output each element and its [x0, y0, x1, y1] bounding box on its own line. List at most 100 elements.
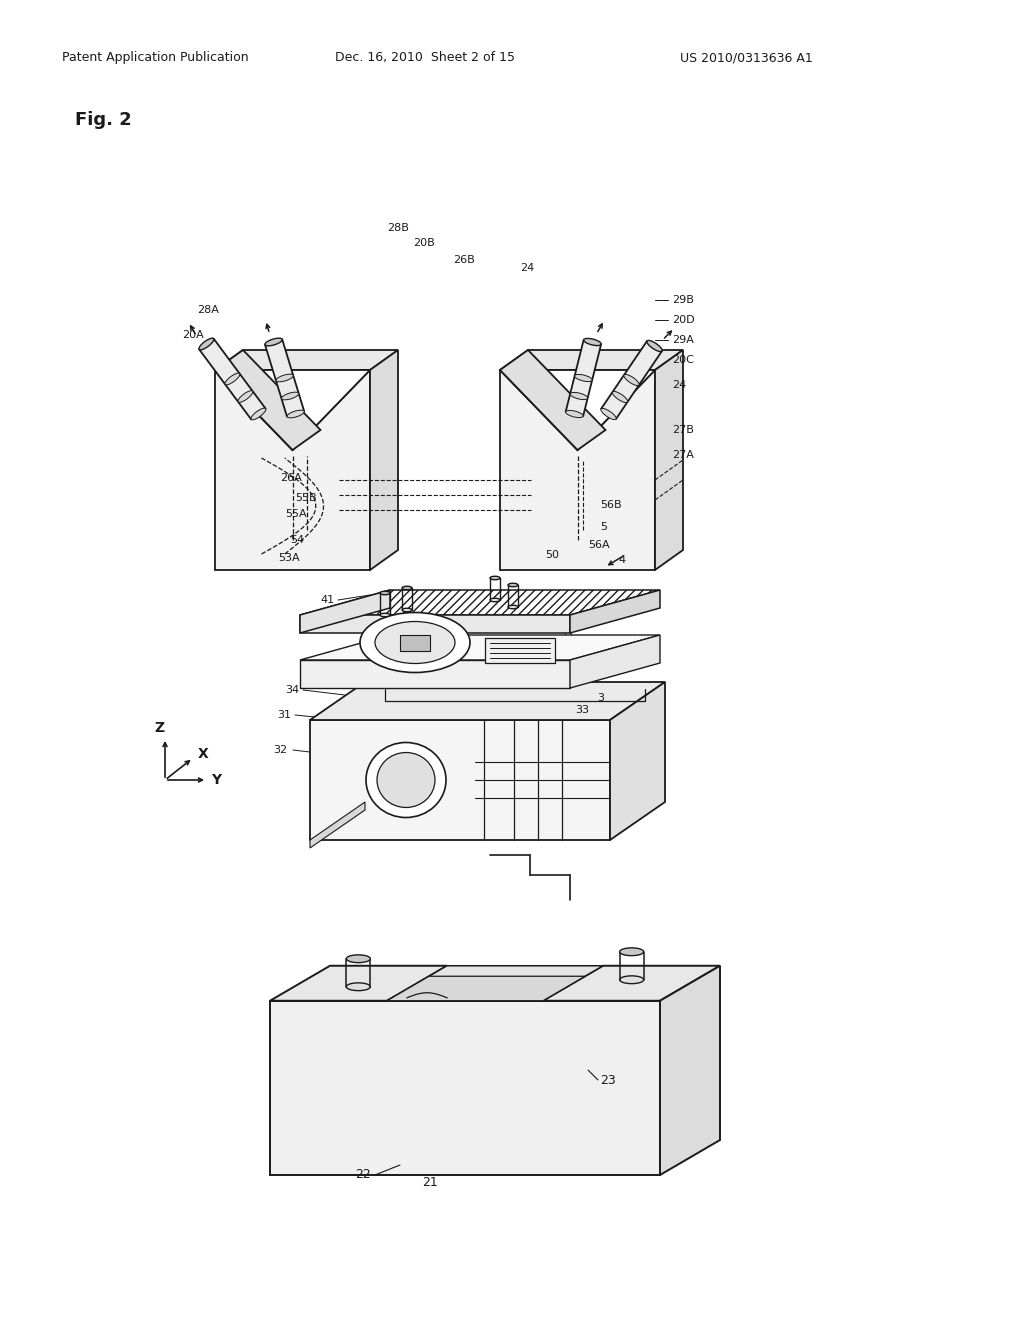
Text: 42: 42 — [310, 612, 325, 623]
Polygon shape — [200, 339, 265, 420]
Text: 28A: 28A — [197, 305, 219, 315]
Ellipse shape — [346, 954, 371, 962]
Ellipse shape — [647, 341, 663, 351]
Text: 37: 37 — [539, 615, 553, 624]
Text: 29A: 29A — [672, 335, 694, 345]
Polygon shape — [500, 350, 683, 370]
Polygon shape — [500, 370, 655, 450]
Ellipse shape — [282, 392, 299, 400]
Ellipse shape — [601, 408, 616, 420]
Text: 28B: 28B — [387, 223, 409, 234]
Text: 54: 54 — [290, 535, 304, 545]
Polygon shape — [610, 682, 665, 840]
Polygon shape — [215, 350, 398, 370]
Ellipse shape — [360, 612, 470, 672]
Polygon shape — [485, 638, 555, 663]
Text: 31: 31 — [278, 710, 291, 719]
Ellipse shape — [225, 374, 240, 385]
Text: Y: Y — [211, 774, 221, 787]
Text: 26B: 26B — [453, 255, 475, 265]
Ellipse shape — [380, 614, 390, 616]
Text: 36: 36 — [549, 615, 563, 624]
Text: 50: 50 — [545, 550, 559, 560]
Polygon shape — [660, 966, 720, 1175]
Polygon shape — [300, 660, 570, 688]
Text: 55B: 55B — [295, 492, 316, 503]
Polygon shape — [400, 635, 430, 651]
Text: 26A: 26A — [280, 473, 302, 483]
Text: 4: 4 — [618, 554, 625, 565]
Polygon shape — [655, 350, 683, 570]
Polygon shape — [310, 803, 365, 847]
Text: 56B: 56B — [600, 500, 622, 510]
Ellipse shape — [490, 598, 500, 602]
Text: 24: 24 — [672, 380, 686, 389]
Ellipse shape — [346, 983, 371, 990]
Ellipse shape — [584, 338, 601, 346]
Text: 27A: 27A — [672, 450, 694, 459]
Text: 27B: 27B — [672, 425, 694, 436]
Polygon shape — [500, 370, 655, 570]
Text: 32: 32 — [273, 744, 287, 755]
Text: Fig. 2: Fig. 2 — [75, 111, 132, 129]
Ellipse shape — [402, 586, 412, 590]
Text: 34: 34 — [285, 685, 299, 696]
Text: 20C: 20C — [672, 355, 694, 366]
Polygon shape — [500, 350, 605, 450]
Ellipse shape — [275, 374, 293, 381]
Polygon shape — [215, 370, 370, 450]
Polygon shape — [601, 341, 662, 418]
Text: 5: 5 — [600, 521, 607, 532]
Ellipse shape — [620, 975, 644, 983]
Polygon shape — [300, 615, 570, 634]
Ellipse shape — [265, 338, 283, 346]
Ellipse shape — [570, 392, 588, 400]
Polygon shape — [570, 590, 660, 634]
Text: 55A: 55A — [285, 510, 306, 519]
Polygon shape — [270, 1001, 660, 1175]
Text: 44: 44 — [500, 590, 514, 601]
Ellipse shape — [251, 408, 266, 420]
Polygon shape — [300, 635, 660, 660]
Polygon shape — [310, 719, 610, 840]
Text: Z: Z — [154, 721, 164, 735]
Text: 3: 3 — [597, 693, 604, 704]
Text: 29B: 29B — [672, 294, 694, 305]
Ellipse shape — [375, 622, 455, 664]
Text: US 2010/0313636 A1: US 2010/0313636 A1 — [680, 51, 813, 65]
Ellipse shape — [624, 375, 639, 385]
Ellipse shape — [508, 583, 518, 587]
Text: 20B: 20B — [413, 238, 435, 248]
Text: 24: 24 — [520, 263, 535, 273]
Ellipse shape — [574, 375, 592, 381]
Polygon shape — [265, 339, 304, 417]
Text: 56A: 56A — [588, 540, 609, 550]
Polygon shape — [310, 682, 665, 719]
Ellipse shape — [565, 411, 583, 417]
Ellipse shape — [402, 609, 412, 611]
Ellipse shape — [287, 411, 304, 418]
Text: Dec. 16, 2010  Sheet 2 of 15: Dec. 16, 2010 Sheet 2 of 15 — [335, 51, 515, 65]
Polygon shape — [270, 966, 447, 1001]
Polygon shape — [543, 966, 720, 1001]
Text: Patent Application Publication: Patent Application Publication — [62, 51, 249, 65]
Text: 22: 22 — [355, 1168, 371, 1181]
Text: 23: 23 — [600, 1073, 615, 1086]
Text: X: X — [198, 747, 209, 762]
Polygon shape — [300, 590, 390, 634]
Polygon shape — [215, 370, 370, 570]
Ellipse shape — [508, 606, 518, 609]
Polygon shape — [387, 966, 603, 1001]
Text: 21: 21 — [422, 1176, 438, 1189]
Ellipse shape — [380, 591, 390, 595]
Ellipse shape — [377, 752, 435, 808]
Text: 20A: 20A — [182, 330, 204, 341]
Ellipse shape — [620, 948, 644, 956]
Text: 20D: 20D — [672, 315, 694, 325]
Text: 33: 33 — [575, 705, 589, 715]
Text: 35: 35 — [559, 630, 573, 639]
Polygon shape — [387, 977, 585, 1001]
Polygon shape — [215, 350, 321, 450]
Polygon shape — [370, 350, 398, 570]
Text: 41: 41 — [319, 595, 334, 605]
